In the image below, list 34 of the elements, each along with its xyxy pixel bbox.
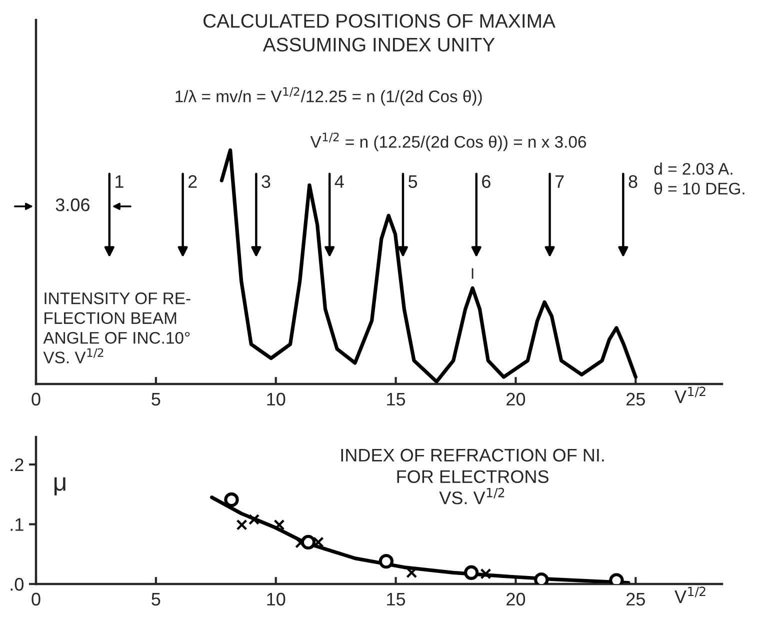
x-tick-label: 10 — [267, 592, 286, 606]
text: 1/λ = mv/n = V$^{1/2}$/12.25 = n (1/(2d Cos θ)) — [176, 87, 482, 106]
annotation: 7 — [556, 175, 564, 188]
y-tick-label: .2 — [10, 458, 24, 472]
annotation: 5 — [408, 175, 418, 188]
annotation: 1 — [116, 175, 124, 188]
x-tick-label: 20 — [506, 592, 526, 606]
x-tick-label: 25 — [626, 392, 645, 406]
annotation: 4 — [334, 175, 344, 188]
chart-title: CALCULATED POSITIONS OF MAXIMA ASSUMING INDEX UNITY — [204, 14, 556, 52]
x-tick-label: 10 — [267, 392, 286, 406]
annotation: 3.06 — [56, 198, 90, 212]
annotation: V$^{1/2}$ = n (12.25/(2d Cos θ)) = n x 3.06 — [310, 132, 586, 152]
x-tick-label: 5 — [152, 392, 160, 406]
annotation: 2 — [188, 175, 197, 188]
x-axis-title: V$^{1/2}$ — [674, 386, 706, 403]
annotation: INDEX OF REFRACTION OF NI. FOR ELECTRONS VS. V$^{1/2}$ — [341, 448, 604, 504]
x-tick-label: 15 — [387, 392, 406, 406]
annotation: 3 — [262, 175, 270, 188]
x-tick-label: 5 — [152, 592, 160, 606]
x-tick-label: 0 — [32, 392, 40, 406]
annotation: d = 2.03 A. θ = 10 DEG. — [654, 162, 744, 195]
annotation: 6 — [482, 175, 490, 188]
x-tick-label: 15 — [387, 592, 406, 606]
y-tick-label: .0 — [10, 578, 24, 591]
annotation: 8 — [628, 175, 638, 188]
x-axis-title: V$^{1/2}$ — [674, 586, 706, 603]
x-tick-label: 25 — [626, 592, 645, 606]
x-tick-label: 0 — [32, 592, 40, 606]
x-tick-label: 20 — [506, 392, 526, 406]
annotation: I — [472, 268, 474, 279]
y-axis-title: μ — [54, 477, 66, 496]
y-tick-label: .1 — [10, 518, 24, 531]
annotation: INTENSITY OF RE- FLECTION BEAM ANGLE OF INC.10° VS. V$^{1/2}$ — [43, 292, 190, 364]
